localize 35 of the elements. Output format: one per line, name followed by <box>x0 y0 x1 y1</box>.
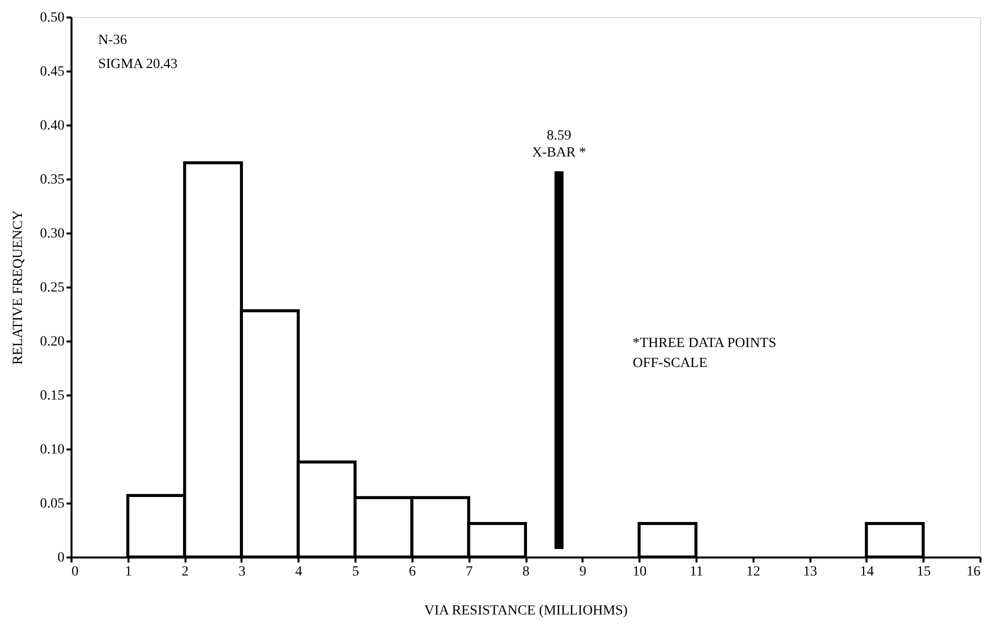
annotation: N-36 <box>98 32 127 48</box>
x-tick-label: 14 <box>860 564 874 580</box>
y-tick-label: 0 <box>58 550 64 566</box>
x-tick-label: 1 <box>124 564 132 580</box>
y-tick-label: 0.40 <box>40 118 64 134</box>
y-tick-label: 0.25 <box>40 280 64 296</box>
y-axis-title: RELATIVE FREQUENCY <box>11 210 26 365</box>
x-tick-label: 16 <box>966 564 980 580</box>
x-tick-label: 2 <box>182 564 189 580</box>
x-tick-label: 4 <box>295 564 302 580</box>
y-tick-label: 0.15 <box>40 388 64 404</box>
x-tick-label: 15 <box>916 564 931 580</box>
x-tick-label: 8 <box>522 564 530 580</box>
ref-line-label: X-BAR * <box>532 145 586 160</box>
x-tick-label: 6 <box>408 564 416 580</box>
x-tick-label: 5 <box>352 564 360 580</box>
annotation: *THREE DATA POINTS OFF-SCALE <box>632 336 776 372</box>
y-tick-label: 0.35 <box>40 172 64 188</box>
x-tick-label: 9 <box>579 564 586 580</box>
x-tick-label: 0 <box>72 564 78 580</box>
x-tick-label: 3 <box>238 564 246 580</box>
y-tick-label: 0.20 <box>40 334 64 350</box>
x-tick-label: 10 <box>632 564 647 580</box>
annotation: SIGMA 20.43 <box>98 56 178 72</box>
x-tick-label: 12 <box>746 564 760 580</box>
y-tick-label: 0.45 <box>40 64 64 80</box>
y-tick-label: 0.10 <box>40 442 64 458</box>
annotation: 8.59 <box>546 128 572 144</box>
x-tick-label: 13 <box>803 564 818 580</box>
y-tick-label: 0.50 <box>40 10 64 26</box>
x-tick-label: 11 <box>690 564 704 580</box>
x-axis-title: VIA RESISTANCE (MILLIOHMS) <box>424 604 628 618</box>
y-tick-label: 0.05 <box>40 496 64 512</box>
x-tick-label: 7 <box>466 564 473 580</box>
y-tick-label: 0.30 <box>40 226 64 242</box>
